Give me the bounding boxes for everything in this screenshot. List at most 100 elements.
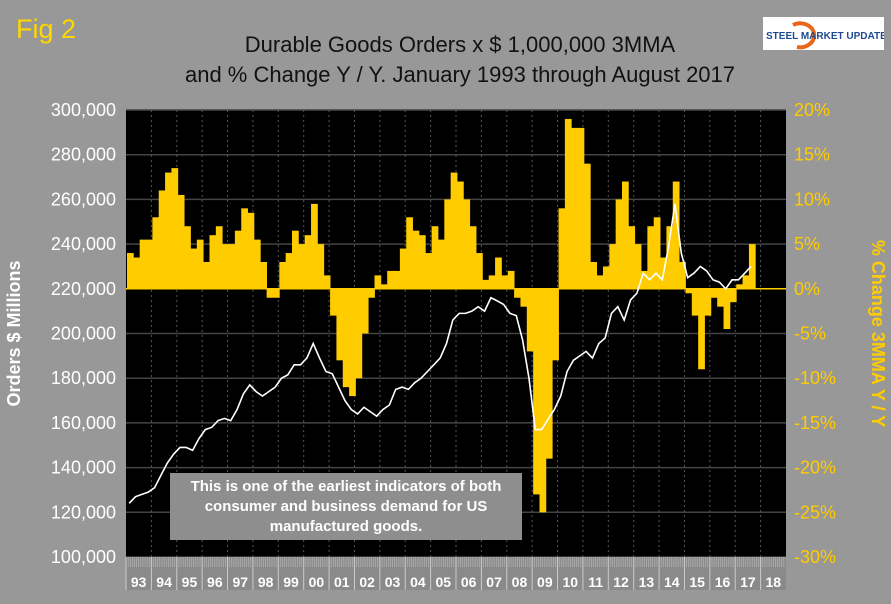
x-tick-label: 93: [131, 574, 147, 590]
pct-change-bar: [380, 284, 388, 289]
pct-change-bar: [304, 235, 312, 289]
x-tick-label: 17: [740, 574, 756, 590]
left-tick-label: 180,000: [51, 368, 116, 388]
pct-change-bar: [355, 288, 363, 379]
pct-change-bar: [558, 208, 566, 289]
pct-change-bar: [742, 275, 750, 289]
pct-change-bar: [545, 288, 553, 459]
pct-change-bar: [729, 288, 737, 303]
pct-change-bar: [495, 257, 502, 289]
pct-change-bar: [368, 288, 375, 298]
pct-change-bar: [431, 226, 439, 289]
pct-change-bar: [253, 239, 261, 289]
pct-change-bar: [133, 257, 141, 289]
pct-change-bar: [387, 270, 394, 289]
annotation-note: This is one of the earliest indicators o…: [170, 473, 522, 540]
pct-change-bar: [241, 208, 248, 289]
x-tick-label: 18: [766, 574, 782, 590]
pct-change-bar: [152, 217, 160, 289]
pct-change-bar: [285, 253, 293, 289]
pct-change-bar: [165, 172, 172, 289]
right-tick-label: 10%: [794, 189, 830, 209]
pct-change-bar: [222, 244, 229, 289]
svg-text:STEEL MARKET UPDATE: STEEL MARKET UPDATE: [766, 31, 884, 42]
pct-change-bar: [266, 288, 274, 298]
pct-change-bar: [171, 168, 179, 289]
x-tick-label: 07: [486, 574, 502, 590]
x-tick-label: 99: [283, 574, 299, 590]
pct-change-bar: [412, 230, 420, 289]
pct-change-bar: [501, 275, 509, 289]
pct-change-bar: [748, 244, 756, 289]
pct-change-bar: [298, 244, 306, 289]
pct-change-bar: [311, 203, 318, 289]
pct-change-bar: [736, 284, 743, 289]
x-tick-label: 95: [182, 574, 198, 590]
pct-change-bar: [349, 288, 356, 397]
pct-change-bar: [533, 288, 540, 495]
pct-change-bar: [228, 244, 236, 289]
pct-change-bar: [672, 181, 680, 289]
chart-title: Durable Goods Orders x $ 1,000,000 3MMA …: [120, 30, 800, 90]
left-tick-label: 220,000: [51, 279, 116, 299]
x-tick-label: 97: [232, 574, 248, 590]
x-tick-label: 11: [588, 574, 603, 590]
left-tick-label: 200,000: [51, 324, 116, 344]
pct-change-bar: [158, 190, 166, 289]
title-line-1: Durable Goods Orders x $ 1,000,000 3MMA: [244, 32, 676, 57]
pct-change-bar: [476, 253, 483, 289]
pct-change-bar: [507, 270, 515, 289]
pct-change-bar: [234, 230, 242, 289]
pct-change-bar: [717, 288, 724, 307]
pct-change-bar: [209, 235, 217, 289]
pct-change-bar: [323, 275, 331, 289]
pct-change-bar: [418, 235, 426, 289]
figure-label: Fig 2: [16, 14, 77, 44]
pct-change-bar: [406, 217, 413, 289]
pct-change-bar: [146, 239, 153, 289]
pct-change-bar: [437, 239, 445, 289]
pct-change-bar: [679, 261, 686, 289]
left-tick-label: 260,000: [51, 189, 116, 209]
pct-change-bar: [653, 217, 661, 289]
left-axis-title: Orders $ Millions: [4, 260, 24, 406]
left-tick-label: 160,000: [51, 413, 116, 433]
pct-change-bar: [583, 163, 591, 289]
right-tick-label: -10%: [794, 368, 836, 388]
pct-change-bar: [577, 127, 585, 289]
pct-change-bar: [279, 261, 287, 289]
right-tick-label: -15%: [794, 413, 836, 433]
pct-change-bar: [215, 226, 223, 289]
pct-change-bar: [463, 199, 471, 289]
left-tick-label: 120,000: [51, 502, 116, 522]
x-tick-label: 13: [639, 574, 655, 590]
left-tick-label: 240,000: [51, 234, 116, 254]
pct-change-bar: [139, 239, 147, 289]
pct-change-bar: [685, 288, 693, 294]
pct-change-bar: [704, 288, 712, 316]
logo-swoosh-icon: STEEL MARKET UPDATE: [766, 21, 884, 50]
right-tick-label: 15%: [794, 145, 830, 165]
pct-change-bar: [615, 199, 623, 289]
pct-change-bar: [444, 199, 452, 289]
x-tick-label: 06: [461, 574, 477, 590]
pct-change-bar: [399, 248, 407, 289]
pct-change-bar: [571, 127, 578, 289]
pct-change-bar: [647, 226, 655, 289]
right-tick-label: -25%: [794, 502, 836, 522]
pct-change-bar: [514, 288, 521, 298]
pct-change-bar: [247, 212, 255, 289]
x-tick-label: 98: [258, 574, 274, 590]
left-tick-label: 100,000: [51, 547, 116, 567]
x-tick-label: 96: [207, 574, 223, 590]
right-axis-title: % Change 3MMA Y / Y: [868, 240, 888, 427]
pct-change-bar: [203, 261, 210, 289]
pct-change-bar: [469, 226, 477, 289]
pct-change-bar: [596, 275, 604, 289]
pct-change-bar: [184, 226, 191, 289]
x-tick-label: 14: [664, 574, 680, 590]
x-tick-label: 01: [334, 574, 350, 590]
pct-change-bar: [666, 226, 674, 289]
